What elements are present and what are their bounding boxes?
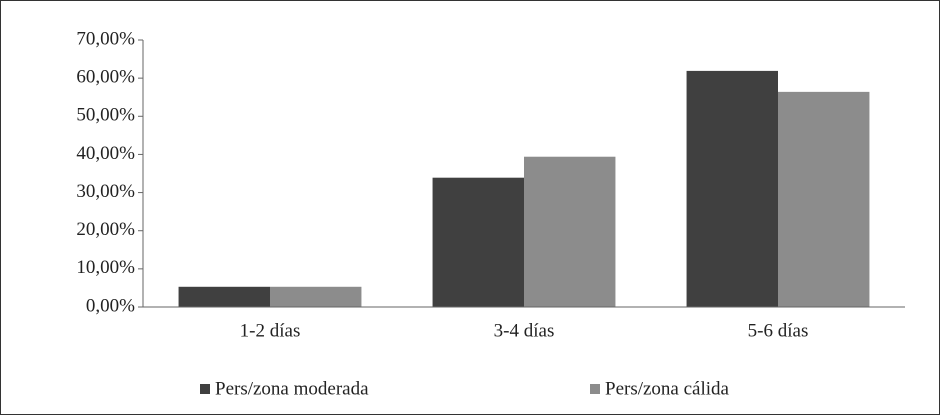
x-tick-label: 5-6 días bbox=[748, 320, 809, 341]
legend-label: Pers/zona moderada bbox=[215, 378, 369, 399]
y-tick-label: 20,00% bbox=[76, 219, 135, 240]
y-tick-label: 10,00% bbox=[76, 257, 135, 278]
y-tick-label: 40,00% bbox=[76, 143, 135, 164]
y-tick-label: 70,00% bbox=[76, 28, 135, 49]
bar bbox=[432, 177, 524, 307]
y-tick-label: 30,00% bbox=[76, 181, 135, 202]
x-tick-label: 3-4 días bbox=[494, 320, 555, 341]
y-tick-label: 60,00% bbox=[76, 67, 135, 88]
bar bbox=[270, 286, 362, 307]
bar bbox=[524, 156, 616, 307]
x-tick-label: 1-2 días bbox=[240, 320, 301, 341]
legend-swatch bbox=[590, 384, 600, 394]
bar bbox=[778, 91, 870, 307]
legend-label: Pers/zona cálida bbox=[605, 378, 730, 399]
legend-swatch bbox=[200, 384, 210, 394]
y-tick-label: 0,00% bbox=[86, 295, 135, 316]
bar bbox=[686, 70, 778, 307]
bar bbox=[178, 286, 270, 307]
y-tick-label: 50,00% bbox=[76, 105, 135, 126]
